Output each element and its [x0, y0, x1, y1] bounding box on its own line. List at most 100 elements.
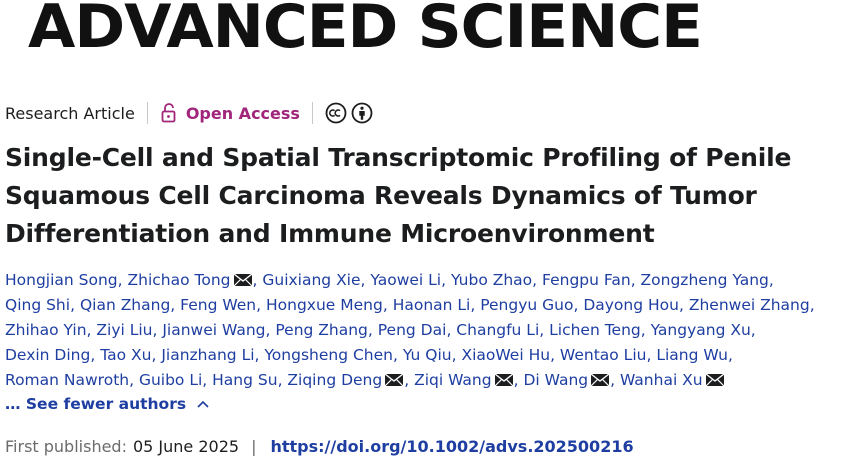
attribution-icon[interactable]	[351, 102, 373, 124]
author-link[interactable]: Qing Shi	[5, 296, 70, 314]
author-name[interactable]: Yu Qiu	[402, 346, 452, 364]
author-link[interactable]: Qian Zhang	[80, 296, 170, 314]
author-link[interactable]: Hongxue Meng	[266, 296, 383, 314]
author-separator: ,	[451, 346, 462, 364]
author-name[interactable]: Pengyu Guo	[480, 296, 574, 314]
author-link[interactable]: Roman Nawroth	[5, 371, 129, 389]
author-link[interactable]: Guibo Li	[139, 371, 202, 389]
author-name[interactable]: Guibo Li	[138, 371, 203, 389]
author-link[interactable]: Jianzhang Li	[161, 346, 254, 364]
see-fewer-authors-button[interactable]: … See fewer authors	[5, 395, 210, 413]
author-name[interactable]: Roman Nawroth	[5, 371, 130, 389]
author-link[interactable]: Hang Su	[212, 371, 277, 389]
author-link[interactable]: Peng Dai	[378, 321, 447, 339]
author-link[interactable]: Yangyang Xu	[651, 321, 751, 339]
author-link[interactable]: Feng Wen	[180, 296, 256, 314]
author-link[interactable]: Hongjian Song	[5, 271, 118, 289]
open-access-badge[interactable]: Open Access	[160, 103, 300, 123]
author-link[interactable]: Guixiang Xie	[262, 271, 360, 289]
email-icon[interactable]	[494, 373, 514, 387]
creative-commons-icon[interactable]	[325, 102, 347, 124]
author-name[interactable]: Lichen Teng	[549, 321, 641, 339]
author-link[interactable]: XiaoWei Hu	[461, 346, 550, 364]
author-name[interactable]: Wentao Liu	[559, 346, 647, 364]
author-name[interactable]: Zhenwei Zhang	[688, 296, 810, 314]
author-link[interactable]: Fengpu Fan	[542, 271, 631, 289]
author-name[interactable]: Qian Zhang	[79, 296, 171, 314]
email-icon[interactable]	[384, 373, 404, 387]
author-name[interactable]: XiaoWei Hu	[461, 346, 551, 364]
author-name[interactable]: Dayong Hou	[583, 296, 679, 314]
author-name[interactable]: Ziqing Deng	[287, 371, 383, 389]
author-name[interactable]: Yongsheng Chen	[264, 346, 393, 364]
article-title: Single-Cell and Spatial Transcriptomic P…	[5, 143, 792, 248]
author-link[interactable]: Jianwei Wang	[162, 321, 265, 339]
author-link[interactable]: Ziyi Liu	[96, 321, 152, 339]
author-name[interactable]: Wanhai Xu	[619, 371, 703, 389]
author-name[interactable]: Changfu Li	[456, 321, 540, 339]
author-name[interactable]: Hongjian Song	[5, 271, 118, 289]
email-icon[interactable]	[705, 373, 725, 387]
author-name[interactable]: Peng Dai	[377, 321, 447, 339]
author-name[interactable]: Hang Su	[212, 371, 278, 389]
author-name[interactable]: Liang Wu	[656, 346, 728, 364]
author-link[interactable]: Zhenwei Zhang	[689, 296, 810, 314]
author-link[interactable]: Zhichao Tong	[128, 271, 253, 289]
author-separator: ,	[254, 346, 265, 364]
author-name[interactable]: Zhichao Tong	[127, 271, 231, 289]
doi-link[interactable]: https://doi.org/10.1002/advs.202500216	[270, 437, 634, 456]
author-name[interactable]: Feng Wen	[180, 296, 257, 314]
author-name[interactable]: Guixiang Xie	[262, 271, 361, 289]
author-name[interactable]: Ziyi Liu	[96, 321, 153, 339]
author-link[interactable]: Ziqi Wang	[414, 371, 514, 389]
author-name[interactable]: Tao Xu	[100, 346, 152, 364]
author-link[interactable]: Pengyu Guo	[480, 296, 573, 314]
author-link[interactable]: Peng Zhang	[275, 321, 368, 339]
author-name[interactable]: Jianwei Wang	[162, 321, 266, 339]
author-name[interactable]: Jianzhang Li	[161, 346, 255, 364]
author-link[interactable]: Zongzheng Yang	[641, 271, 769, 289]
email-icon[interactable]	[590, 373, 610, 387]
author-link[interactable]: Ziqing Deng	[287, 371, 404, 389]
author-name[interactable]: Qing Shi	[5, 296, 71, 314]
author-link[interactable]: Liang Wu	[656, 346, 728, 364]
author-separator: ,	[470, 296, 481, 314]
author-name[interactable]: Di Wang	[523, 371, 589, 389]
author-name[interactable]: Zhihao Yin	[5, 321, 87, 339]
author-link[interactable]: Di Wang	[523, 371, 610, 389]
author-separator: ,	[360, 271, 371, 289]
author-link[interactable]: Wentao Liu	[560, 346, 647, 364]
author-name[interactable]: Yubo Zhao	[450, 271, 533, 289]
first-published-label: First published:	[5, 437, 127, 456]
email-icon[interactable]	[233, 273, 253, 287]
author-link[interactable]: Dexin Ding	[5, 346, 90, 364]
author-name[interactable]: Peng Zhang	[275, 321, 368, 339]
author-name[interactable]: Dexin Ding	[5, 346, 91, 364]
author-link[interactable]: Changfu Li	[456, 321, 539, 339]
author-name[interactable]: Haonan Li	[392, 296, 471, 314]
author-link[interactable]: Yubo Zhao	[451, 271, 532, 289]
author-name[interactable]: Ziqi Wang	[414, 371, 492, 389]
journal-masthead: ADVANCED SCIENCE	[28, 0, 703, 62]
author-link[interactable]: Haonan Li	[393, 296, 471, 314]
author-link[interactable]: Yaowei Li	[370, 271, 441, 289]
author-name[interactable]: Zongzheng Yang	[640, 271, 769, 289]
author-name[interactable]: Yangyang Xu	[650, 321, 751, 339]
author-separator: ,	[129, 371, 139, 389]
license-icons[interactable]	[325, 102, 373, 124]
author-link[interactable]: Tao Xu	[100, 346, 151, 364]
author-separator: ,	[202, 371, 213, 389]
author-link[interactable]: Zhihao Yin	[5, 321, 87, 339]
author-name[interactable]: Yaowei Li	[370, 271, 442, 289]
author-link[interactable]: Yu Qiu	[403, 346, 452, 364]
author-link[interactable]: Dayong Hou	[583, 296, 679, 314]
author-separator: ,	[70, 296, 80, 314]
author-link[interactable]: Wanhai Xu	[620, 371, 725, 389]
author-name[interactable]: Hongxue Meng	[266, 296, 383, 314]
author-link[interactable]: Yongsheng Chen	[264, 346, 393, 364]
author-name[interactable]: Fengpu Fan	[542, 271, 631, 289]
author-separator: ,	[630, 271, 641, 289]
author-separator: ,	[117, 271, 128, 289]
author-separator: ,	[277, 371, 288, 389]
author-link[interactable]: Lichen Teng	[549, 321, 641, 339]
